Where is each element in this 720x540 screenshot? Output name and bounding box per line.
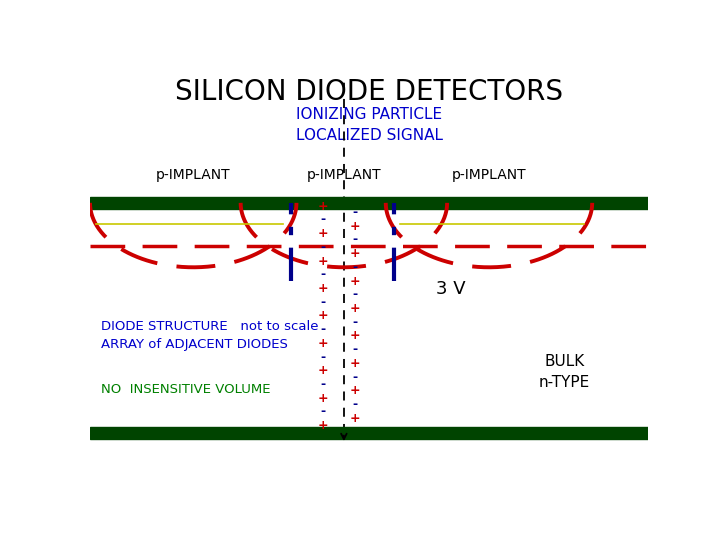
Text: +: +: [350, 220, 361, 233]
Text: p-IMPLANT: p-IMPLANT: [156, 168, 230, 182]
Bar: [90, 427, 648, 439]
Text: -: -: [320, 213, 326, 226]
Text: -: -: [320, 350, 326, 363]
Text: -: -: [353, 206, 358, 219]
Text: -: -: [320, 323, 326, 336]
Text: +: +: [318, 200, 328, 213]
Text: p-IMPLANT: p-IMPLANT: [307, 168, 381, 182]
Text: -: -: [353, 398, 358, 411]
Text: +: +: [350, 329, 361, 342]
Text: -: -: [353, 370, 358, 383]
Text: -: -: [320, 268, 326, 281]
Text: -: -: [320, 296, 326, 309]
Text: IONIZING PARTICLE
LOCALIZED SIGNAL: IONIZING PARTICLE LOCALIZED SIGNAL: [295, 107, 443, 143]
Bar: [90, 197, 648, 209]
Text: -: -: [320, 378, 326, 391]
Text: +: +: [350, 302, 361, 315]
Text: -: -: [353, 316, 358, 329]
Text: +: +: [318, 364, 328, 377]
Text: +: +: [318, 419, 328, 432]
Text: -: -: [353, 288, 358, 301]
Text: -: -: [353, 343, 358, 356]
Text: +: +: [350, 247, 361, 260]
Text: +: +: [350, 384, 361, 397]
Text: +: +: [318, 309, 328, 322]
Text: +: +: [350, 411, 361, 425]
Text: NO  INSENSITIVE VOLUME: NO INSENSITIVE VOLUME: [101, 383, 271, 396]
Text: -: -: [353, 261, 358, 274]
Text: -: -: [320, 406, 326, 419]
Text: -: -: [353, 233, 358, 246]
Text: +: +: [318, 392, 328, 405]
Text: +: +: [350, 357, 361, 370]
Text: SILICON DIODE DETECTORS: SILICON DIODE DETECTORS: [175, 78, 563, 106]
Text: DIODE STRUCTURE   not to scale
ARRAY of ADJACENT DIODES: DIODE STRUCTURE not to scale ARRAY of AD…: [101, 320, 319, 350]
Text: +: +: [318, 337, 328, 350]
Text: -: -: [320, 241, 326, 254]
Text: 3 V: 3 V: [436, 280, 466, 298]
Text: +: +: [318, 227, 328, 240]
Text: p-IMPLANT: p-IMPLANT: [451, 168, 526, 182]
Text: +: +: [318, 254, 328, 267]
Text: +: +: [350, 274, 361, 287]
Text: +: +: [318, 282, 328, 295]
Text: BULK
n-TYPE: BULK n-TYPE: [539, 354, 590, 390]
